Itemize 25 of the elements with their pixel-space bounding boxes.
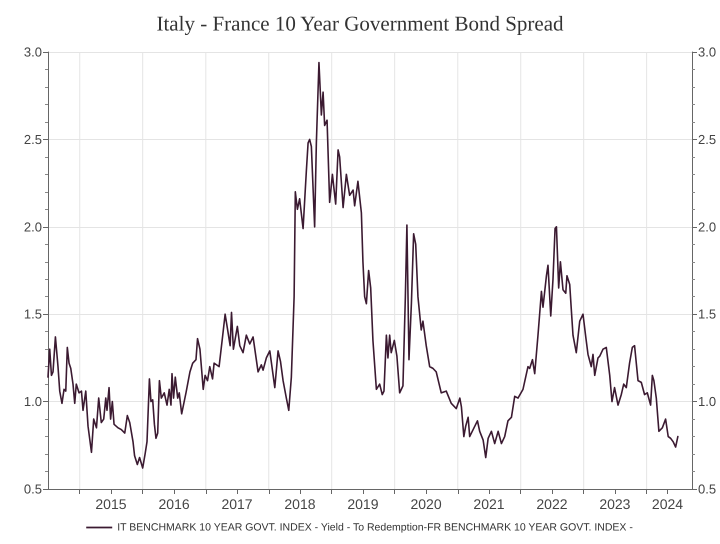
x-tick-label: 2019	[347, 496, 379, 512]
x-tick-label: 2021	[473, 496, 505, 512]
legend-label: IT BENCHMARK 10 YEAR GOVT. INDEX - Yield - To Redemption-FR BENCHMARK 10 YEAR GOVT. INDEX -	[117, 522, 634, 534]
y2-tick-label: 3.0	[698, 44, 716, 60]
y-tick-label: 2.0	[24, 219, 42, 234]
y-tick-label: 1.5	[24, 306, 42, 322]
y2-tick-label: 0.5	[698, 482, 716, 496]
x-tick-label: 2016	[158, 496, 190, 512]
y-tick-label: 1.0	[24, 394, 42, 410]
y2-tick-label: 1.5	[698, 306, 716, 322]
y-tick-label: 0.5	[24, 482, 42, 496]
y2-tick-label: 2.5	[698, 132, 716, 147]
chart-title: Italy - France 10 Year Government Bond Spread	[156, 12, 564, 36]
x-tick-label: 2023	[599, 496, 631, 512]
line-series	[47, 62, 679, 469]
x-tick-label: 2024	[652, 496, 684, 512]
x-tick-label: 2020	[410, 496, 442, 512]
x-tick-label: 2015	[95, 496, 127, 512]
y-tick-label: 2.5	[24, 132, 42, 147]
x-tick-label: 2018	[284, 496, 316, 512]
y2-tick-label: 2.0	[698, 219, 716, 234]
x-tick-label: 2017	[221, 496, 253, 512]
x-tick-label: 2022	[536, 496, 568, 512]
y-tick-label: 3.0	[24, 44, 42, 60]
y2-tick-label: 1.0	[698, 394, 716, 410]
